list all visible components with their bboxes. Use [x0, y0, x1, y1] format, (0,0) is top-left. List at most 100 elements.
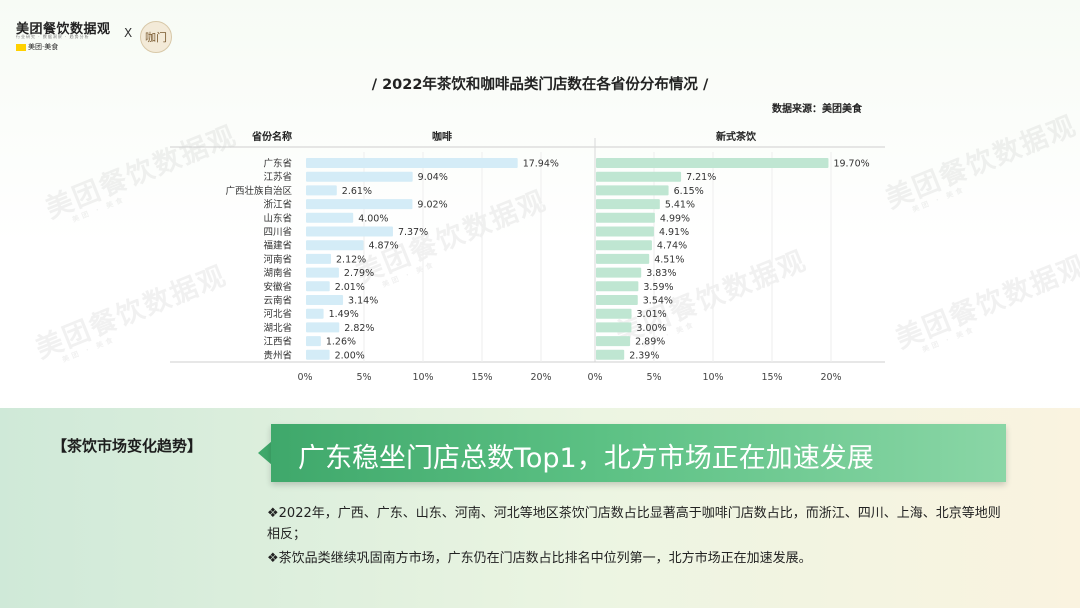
- partner-seal-logo: 咖门: [140, 21, 172, 53]
- data-label: 3.59%: [643, 282, 673, 293]
- tea-bar: [596, 349, 625, 360]
- data-label: 7.37%: [398, 227, 428, 238]
- data-label: 4.51%: [654, 254, 684, 265]
- tea-bar: [596, 171, 682, 182]
- category-label: 江苏省: [263, 171, 292, 183]
- coffee-bar: [306, 226, 393, 237]
- data-label: 1.49%: [329, 309, 359, 320]
- category-label: 云南省: [263, 295, 292, 307]
- data-label: 2.79%: [344, 268, 374, 279]
- bullet-item: ❖2022年，广西、广东、山东、河南、河北等地区茶饮门店数占比显著高于咖啡门店数…: [267, 506, 1001, 542]
- coffee-bar: [306, 240, 364, 251]
- data-label: 3.83%: [646, 268, 676, 279]
- data-label: 4.87%: [368, 241, 398, 252]
- category-label: 安徽省: [263, 281, 292, 293]
- data-label: 2.39%: [629, 350, 659, 361]
- coffee-bar: [306, 185, 337, 196]
- data-label: 4.00%: [358, 213, 388, 224]
- tea-bar: [596, 308, 632, 319]
- tea-bar: [596, 199, 660, 210]
- data-label: 3.01%: [637, 309, 667, 320]
- coffee-bar: [306, 267, 339, 278]
- category-label: 浙江省: [263, 199, 292, 211]
- coffee-bar: [306, 322, 340, 333]
- brand-square-icon: [16, 43, 26, 51]
- data-label: 9.04%: [418, 172, 448, 183]
- logo-brand-text: 美团·美食: [28, 43, 59, 51]
- series-header-tea: 新式茶饮: [716, 130, 757, 143]
- category-header: 省份名称: [251, 130, 292, 143]
- coffee-bar: [306, 295, 344, 305]
- x-tick-label: 0%: [587, 372, 602, 383]
- tea-bar: [596, 336, 631, 347]
- tea-bar: [596, 295, 638, 305]
- category-label: 贵州省: [263, 349, 292, 361]
- coffee-bar: [306, 281, 330, 292]
- data-label: 17.94%: [523, 159, 559, 170]
- section-tag: 【茶饮市场变化趋势】: [52, 437, 203, 455]
- data-label: 2.12%: [336, 254, 366, 265]
- logo-separator: X: [124, 26, 133, 40]
- data-label: 1.26%: [326, 337, 356, 348]
- meituan-logo: 美团餐饮数据观 行业研究 · 数据洞察 · 趋势分析 美团·美食 X 咖门: [16, 18, 172, 62]
- tea-bar: [596, 185, 669, 196]
- tea-bar: [596, 281, 639, 292]
- category-label: 湖南省: [263, 267, 292, 279]
- category-label: 山东省: [263, 212, 292, 224]
- data-label: 2.01%: [335, 282, 365, 293]
- x-tick-label: 15%: [761, 372, 782, 383]
- data-label: 4.91%: [659, 227, 689, 238]
- coffee-bar: [306, 158, 518, 168]
- category-label: 四川省: [263, 226, 292, 238]
- logo-brand: 美团·美食: [16, 42, 58, 52]
- bullet-list: ❖2022年，广西、广东、山东、河南、河北等地区茶饮门店数占比显著高于咖啡门店数…: [267, 503, 1007, 572]
- x-tick-label: 5%: [356, 372, 371, 383]
- x-tick-label: 20%: [530, 372, 551, 383]
- x-tick-label: 0%: [297, 372, 312, 383]
- data-label: 2.61%: [342, 186, 372, 197]
- data-label: 5.41%: [665, 200, 695, 211]
- category-label: 江西省: [263, 336, 292, 348]
- data-label: 4.74%: [657, 241, 687, 252]
- category-label: 湖北省: [263, 322, 292, 334]
- data-label: 4.99%: [660, 213, 690, 224]
- tea-bar: [596, 240, 652, 251]
- bar-chart: 省份名称 咖啡 新式茶饮 0% 5% 10% 15% 20% 0% 5% 10% 15% 20% 广东省 1…: [170, 130, 885, 383]
- data-label: 3.00%: [636, 323, 666, 334]
- coffee-bar: [306, 308, 324, 319]
- tea-bar: [596, 322, 632, 333]
- data-label: 7.21%: [686, 172, 716, 183]
- x-tick-label: 10%: [702, 372, 723, 383]
- category-label: 福建省: [263, 240, 292, 252]
- data-label: 2.89%: [635, 337, 665, 348]
- category-label: 广东省: [263, 158, 292, 170]
- logo-main-text: 美团餐饮数据观: [16, 22, 111, 37]
- data-label: 2.82%: [344, 323, 374, 334]
- category-label: 广西壮族自治区: [225, 185, 292, 197]
- tea-bar: [596, 253, 650, 264]
- x-tick-label: 10%: [412, 372, 433, 383]
- x-tick-label: 20%: [820, 372, 841, 383]
- headline-text: 广东稳坐门店总数Top1，北方市场正在加速发展: [298, 443, 874, 474]
- x-tick-label: 5%: [646, 372, 661, 383]
- coffee-bar: [306, 349, 330, 360]
- data-label: 19.70%: [833, 159, 869, 170]
- tea-bar: [596, 212, 655, 223]
- series-header-coffee: 咖啡: [432, 130, 452, 143]
- data-label: 3.14%: [348, 296, 378, 307]
- coffee-bar: [306, 171, 413, 182]
- category-label: 河北省: [263, 308, 292, 320]
- logo-sub-text: 行业研究 · 数据洞察 · 趋势分析: [16, 34, 90, 39]
- tea-bar: [596, 267, 642, 278]
- data-source: 数据来源：美团美食: [772, 104, 862, 115]
- x-tick-label: 15%: [471, 372, 492, 383]
- data-label: 3.54%: [643, 296, 673, 307]
- data-label: 2.00%: [335, 350, 365, 361]
- data-label: 9.02%: [417, 200, 447, 211]
- headline-banner: [271, 424, 1006, 482]
- chart-title: / 2022年茶饮和咖啡品类门店数在各省份分布情况 /: [371, 77, 709, 93]
- category-label: 河南省: [263, 253, 292, 265]
- coffee-bar: [306, 212, 354, 223]
- tea-bar: [596, 226, 654, 237]
- coffee-bar: [306, 199, 413, 210]
